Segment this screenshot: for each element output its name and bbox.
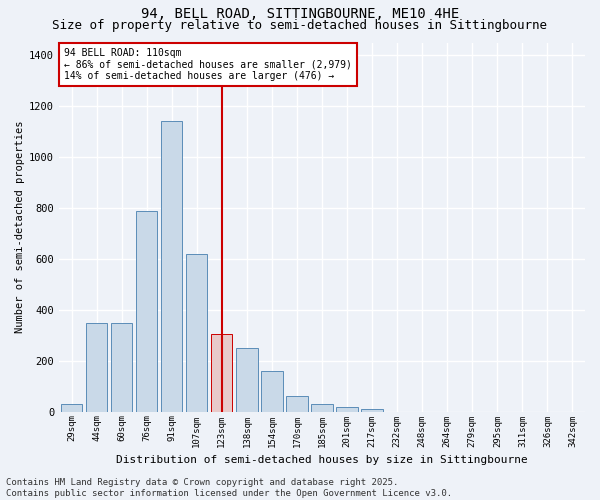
Bar — [311, 404, 332, 411]
Bar — [61, 404, 82, 411]
Bar — [337, 406, 358, 412]
Bar — [111, 322, 132, 412]
Y-axis label: Number of semi-detached properties: Number of semi-detached properties — [15, 121, 25, 334]
Bar — [286, 396, 308, 411]
Bar — [361, 409, 383, 412]
Text: 94, BELL ROAD, SITTINGBOURNE, ME10 4HE: 94, BELL ROAD, SITTINGBOURNE, ME10 4HE — [141, 8, 459, 22]
Bar — [136, 210, 157, 412]
Text: 94 BELL ROAD: 110sqm
← 86% of semi-detached houses are smaller (2,979)
14% of se: 94 BELL ROAD: 110sqm ← 86% of semi-detac… — [64, 48, 352, 81]
Bar — [186, 254, 208, 412]
Bar — [161, 122, 182, 412]
Bar — [211, 334, 232, 411]
Text: Size of property relative to semi-detached houses in Sittingbourne: Size of property relative to semi-detach… — [53, 19, 548, 32]
Bar — [261, 371, 283, 412]
X-axis label: Distribution of semi-detached houses by size in Sittingbourne: Distribution of semi-detached houses by … — [116, 455, 528, 465]
Bar — [236, 348, 257, 412]
Text: Contains HM Land Registry data © Crown copyright and database right 2025.
Contai: Contains HM Land Registry data © Crown c… — [6, 478, 452, 498]
Bar — [86, 322, 107, 412]
